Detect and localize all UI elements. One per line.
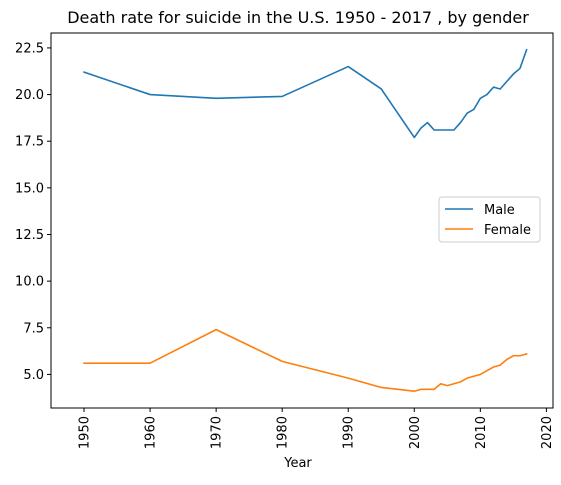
y-tick-label: 22.5 [15, 41, 44, 56]
legend-label-male: Male [484, 203, 515, 218]
y-tick-label: 12.5 [15, 228, 44, 243]
x-tick-label: 1980 [276, 416, 291, 449]
x-tick-label: 2000 [408, 416, 423, 449]
chart-title: Death rate for suicide in the U.S. 1950 … [67, 8, 529, 27]
series-line-male [83, 48, 528, 139]
y-tick-label: 20.0 [15, 88, 44, 103]
legend-label-female: Female [484, 223, 531, 238]
y-tick-label: 10.0 [15, 275, 44, 290]
x-tick-label: 1970 [210, 416, 225, 449]
x-tick-label: 2020 [540, 416, 555, 449]
x-tick-label: 1960 [144, 416, 159, 449]
x-axis-label: Year [283, 456, 312, 471]
x-tick-label: 1950 [78, 416, 93, 449]
plot-area: 5.0 7.5 10.0 12.5 15.0 17.5 20.0 22.5 1950 1960 19… [15, 32, 555, 449]
y-tick-label: 5.0 [23, 368, 44, 383]
x-tick-label: 1990 [342, 416, 357, 449]
axes-frame [50, 32, 554, 409]
x-tick-label: 2010 [474, 416, 489, 449]
y-tick-label: 15.0 [15, 181, 44, 196]
y-tick-label: 7.5 [23, 321, 44, 336]
series-line-female [83, 328, 528, 393]
y-tick-label: 17.5 [15, 135, 44, 150]
